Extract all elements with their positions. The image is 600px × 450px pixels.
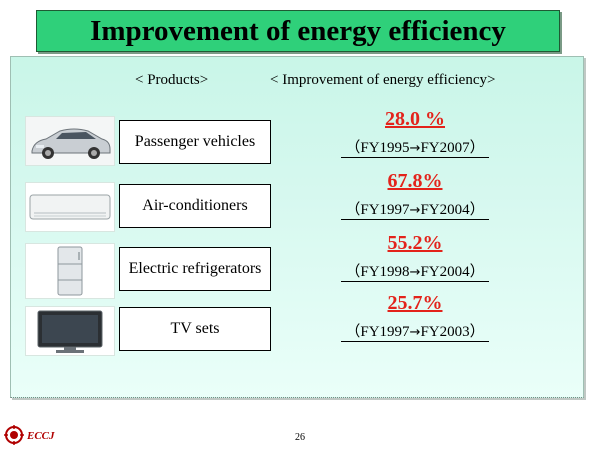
footer-org: ECCJ (27, 430, 55, 442)
period-electric-refrigerators: （FY1998→FY2004） (285, 260, 545, 282)
car-icon (25, 116, 115, 166)
period-air-conditioners: （FY1997→FY2004） (285, 198, 545, 220)
period-tv-sets: （FY1997→FY2003） (285, 320, 545, 342)
period-passenger-vehicles: （FY1995→FY2007） (285, 136, 545, 158)
product-label-electric-refrigerators: Electric refrigerators (119, 247, 271, 291)
refrigerator-icon (25, 243, 115, 299)
product-label-air-conditioners: Air-conditioners (119, 184, 271, 228)
page-number: 26 (295, 432, 305, 443)
tv-icon (25, 306, 115, 356)
percent-electric-refrigerators: 55.2% (387, 232, 443, 254)
improvement-header: < Improvement of energy efficiency> (270, 72, 496, 88)
percent-air-conditioners: 67.8% (387, 170, 443, 192)
percent-passenger-vehicles: 28.0 % (385, 108, 445, 130)
eccj-logo-icon (4, 425, 24, 445)
slide-title: Improvement of energy efficiency (36, 10, 560, 52)
air-conditioner-icon (25, 182, 115, 232)
product-label-passenger-vehicles: Passenger vehicles (119, 120, 271, 164)
percent-tv-sets: 25.7% (387, 292, 443, 314)
products-header: < Products> (135, 72, 209, 88)
product-label-tv-sets: TV sets (119, 307, 271, 351)
